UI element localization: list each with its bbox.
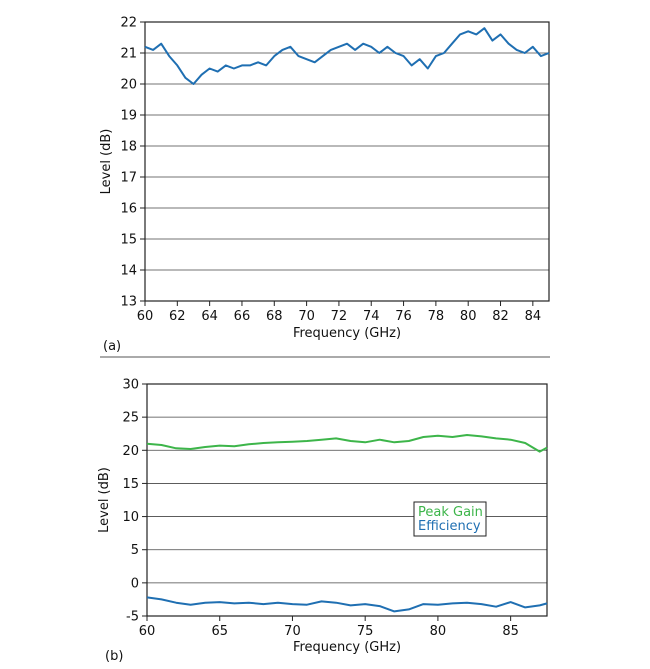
x-tick-label: 65 (211, 624, 228, 639)
plot-frame (146, 383, 548, 617)
x-tick-label: 68 (266, 309, 283, 324)
y-tick-label: 21 (120, 47, 137, 62)
y-tick-label: 25 (122, 411, 139, 426)
x-tick-label: 82 (492, 309, 509, 324)
y-tick-label: 17 (120, 171, 137, 186)
y-tick-label: 16 (120, 202, 137, 217)
panel-label: (b) (105, 649, 123, 664)
y-tick-label: 30 (122, 378, 139, 393)
x-tick-label: 78 (428, 309, 445, 324)
y-axis-label: Level (dB) (97, 467, 112, 533)
x-tick-label: 74 (363, 309, 380, 324)
x-axis-label: Frequency (GHz) (293, 640, 401, 655)
x-tick-label: 60 (139, 624, 156, 639)
y-axis-label: Level (dB) (99, 129, 114, 195)
y-tick-label: 20 (122, 444, 139, 459)
x-tick-label: 80 (430, 624, 447, 639)
plot-frame (144, 21, 550, 302)
y-tick-label: 20 (120, 78, 137, 93)
y-tick-label: 19 (120, 109, 137, 124)
x-axis-label: Frequency (GHz) (293, 326, 401, 341)
chart-panel-b: -5 0 5 10 15 20 25 30 60 65 70 75 80 85 Frequency (GHz… (97, 378, 548, 664)
y-tick-label: 13 (120, 295, 137, 310)
x-tick-label: 85 (502, 624, 519, 639)
series-line-series-0 (144, 27, 550, 85)
series-line-efficiency (146, 596, 548, 613)
x-tick-label: 70 (298, 309, 315, 324)
panel-label: (a) (103, 339, 121, 354)
series-line-peak-gain (146, 434, 548, 453)
y-tick-label: 5 (131, 543, 139, 558)
y-tick-label: 14 (120, 264, 137, 279)
x-tick-label: 62 (169, 309, 186, 324)
legend-entry-efficiency: Efficiency (418, 519, 481, 534)
x-tick-label: 60 (137, 309, 154, 324)
x-tick-label: 84 (525, 309, 542, 324)
y-tick-label: 18 (120, 140, 137, 155)
x-tick-label: 76 (395, 309, 412, 324)
x-tick-label: 64 (201, 309, 218, 324)
x-tick-label: 70 (284, 624, 301, 639)
x-tick-label: 80 (460, 309, 477, 324)
y-tick-label: 15 (120, 233, 137, 248)
chart-panel-a: 13 14 15 16 17 18 19 20 21 22 60 62 64 66 68 70 72 74 76 78… (99, 16, 550, 354)
y-tick-label: -5 (126, 610, 139, 625)
y-tick-label: 0 (131, 576, 139, 591)
x-tick-label: 75 (357, 624, 374, 639)
y-tick-label: 10 (122, 510, 139, 525)
x-tick-label: 66 (234, 309, 251, 324)
legend-entry-peak-gain: Peak Gain (418, 505, 483, 520)
y-tick-label: 15 (122, 477, 139, 492)
y-tick-label: 22 (120, 16, 137, 31)
legend-box (413, 501, 487, 537)
x-tick-label: 72 (331, 309, 348, 324)
